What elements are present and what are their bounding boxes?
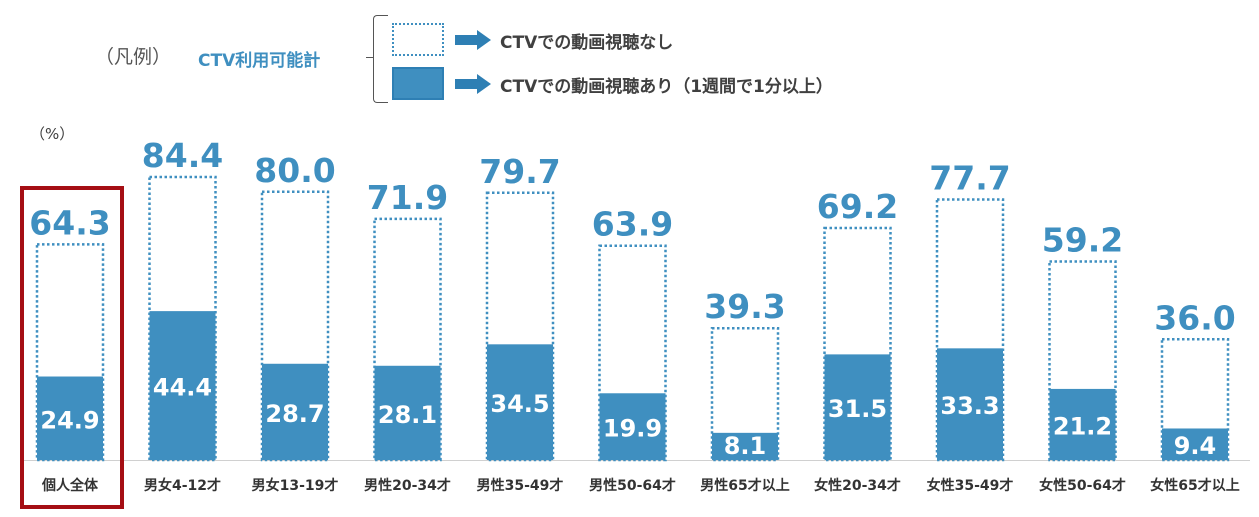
bar-viewing-fill bbox=[262, 363, 328, 460]
bar-viewing-fill bbox=[1162, 428, 1228, 460]
viewing-value-label: 28.7 bbox=[265, 400, 324, 428]
legend-swatch-no-viewing bbox=[392, 23, 444, 56]
total-value-label: 63.9 bbox=[592, 205, 673, 244]
total-value-label: 79.7 bbox=[479, 152, 560, 191]
bar-viewing-fill bbox=[824, 354, 891, 460]
total-value-label: 84.4 bbox=[142, 136, 223, 175]
category-tick-label: 男性50-64才 bbox=[589, 477, 676, 494]
highlight-box-overall bbox=[20, 186, 124, 509]
viewing-value-label: 28.1 bbox=[378, 401, 437, 429]
legend-bracket bbox=[373, 15, 388, 103]
category-tick-label: 女性20-34才 bbox=[814, 477, 901, 494]
category-tick-label: 男性65才以上 bbox=[700, 477, 789, 494]
viewing-value-label: 9.4 bbox=[1174, 432, 1217, 460]
category-tick-label: 女性65才以上 bbox=[1150, 477, 1239, 494]
total-value-label: 59.2 bbox=[1042, 220, 1123, 259]
bar-viewing-fill bbox=[1049, 388, 1116, 460]
total-value-label: 77.7 bbox=[929, 158, 1010, 197]
bar-viewing-fill bbox=[937, 348, 1003, 460]
viewing-value-label: 21.2 bbox=[1053, 412, 1112, 440]
viewing-value-label: 8.1 bbox=[724, 432, 767, 460]
legend-label-no-viewing: CTVでの動画視聴なし bbox=[500, 33, 674, 53]
viewing-value-label: 34.5 bbox=[490, 390, 549, 418]
bar-viewing-fill bbox=[487, 344, 553, 460]
arrow-right-icon bbox=[455, 30, 491, 50]
viewing-value-label: 24.9 bbox=[40, 406, 99, 434]
bar-viewing-fill bbox=[149, 311, 216, 460]
category-tick-label: 男性20-34才 bbox=[364, 477, 451, 494]
legend-bracket-tick bbox=[366, 57, 374, 58]
legend-ctv-label: CTV利用可能計 bbox=[198, 51, 321, 71]
category-tick-label: 男性35-49才 bbox=[477, 477, 564, 494]
bar-viewing-fill bbox=[374, 365, 441, 460]
category-tick-label: 男女13-19才 bbox=[252, 477, 339, 494]
total-value-label: 39.3 bbox=[704, 287, 785, 326]
viewing-value-label: 31.5 bbox=[828, 395, 887, 423]
bar-viewing-fill bbox=[712, 432, 778, 460]
arrow-right-icon bbox=[455, 74, 491, 94]
bar-viewing-fill bbox=[37, 376, 103, 460]
legend-title: （凡例） bbox=[95, 46, 172, 68]
category-tick-label: 個人全体 bbox=[41, 477, 99, 494]
total-value-label: 64.3 bbox=[29, 203, 110, 242]
legend-swatch-viewing bbox=[392, 67, 444, 100]
viewing-value-label: 33.3 bbox=[940, 392, 999, 420]
unit-label: （%） bbox=[30, 125, 75, 143]
viewing-value-label: 44.4 bbox=[153, 374, 212, 402]
total-value-label: 71.9 bbox=[367, 178, 448, 217]
bar-viewing-fill bbox=[599, 393, 666, 460]
total-value-label: 80.0 bbox=[254, 151, 335, 190]
total-value-label: 36.0 bbox=[1154, 298, 1235, 337]
legend-label-viewing: CTVでの動画視聴あり（1週間で1分以上） bbox=[500, 77, 833, 97]
total-value-label: 69.2 bbox=[817, 187, 898, 226]
category-tick-label: 女性35-49才 bbox=[927, 477, 1014, 494]
category-tick-label: 女性50-64才 bbox=[1039, 477, 1126, 494]
category-tick-label: 男女4-12才 bbox=[144, 477, 221, 494]
viewing-value-label: 19.9 bbox=[603, 415, 662, 443]
